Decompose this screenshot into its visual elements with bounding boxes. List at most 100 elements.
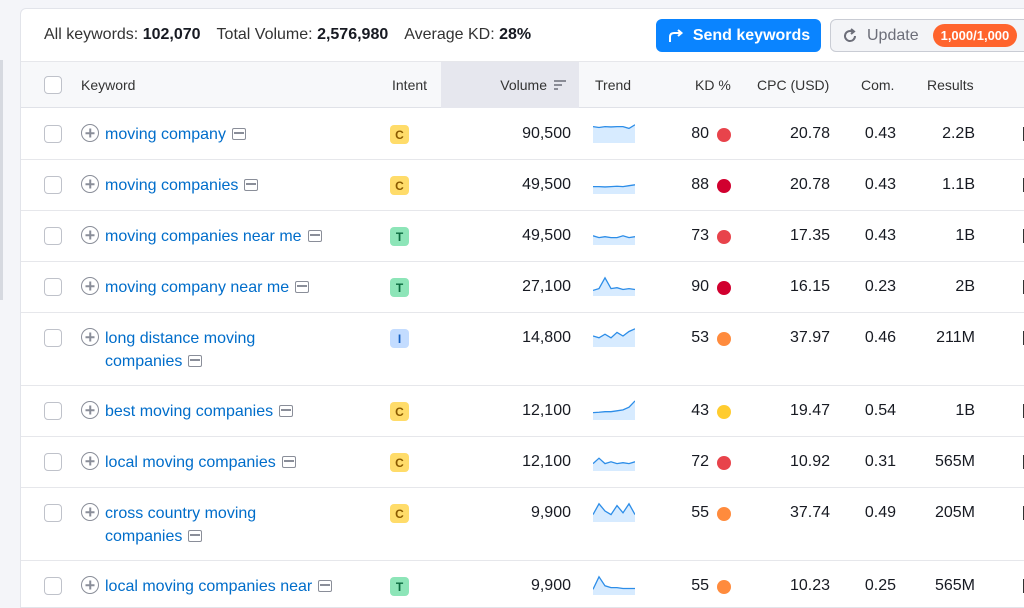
- intent-badge[interactable]: C: [390, 453, 409, 472]
- intent-badge[interactable]: C: [390, 125, 409, 144]
- row-checkbox[interactable]: [44, 176, 62, 194]
- keyword-link[interactable]: local moving companies near: [105, 575, 333, 598]
- serp-features-icon[interactable]: [244, 179, 259, 191]
- kd-difficulty-dot: [717, 128, 731, 142]
- results-value[interactable]: 1B: [955, 402, 975, 419]
- table-row[interactable]: cross country moving companies C 9,900 55 37…: [21, 488, 1024, 561]
- table-row[interactable]: best moving companies C 12,100 43 19.47 0.54 1…: [21, 386, 1024, 437]
- col-volume[interactable]: Volume: [441, 62, 579, 108]
- add-to-list-icon[interactable]: [81, 124, 99, 142]
- keyword-text: local moving companies: [105, 454, 276, 471]
- update-button[interactable]: Update 1,000/1,000: [830, 19, 1024, 52]
- row-checkbox[interactable]: [44, 504, 62, 522]
- results-value[interactable]: 1B: [955, 227, 975, 244]
- add-to-list-icon[interactable]: [81, 401, 99, 419]
- results-value[interactable]: 565M: [934, 453, 975, 470]
- intent-badge[interactable]: I: [390, 329, 409, 348]
- trend-sparkline[interactable]: [593, 223, 635, 245]
- serp-features-icon[interactable]: [318, 580, 333, 592]
- serp-features-icon[interactable]: [188, 355, 203, 367]
- average-kd-label: Average KD:: [404, 26, 495, 43]
- kd-value: 88: [691, 176, 709, 193]
- kd-value: 72: [691, 453, 709, 470]
- col-cpc[interactable]: CPC (USD): [757, 62, 829, 108]
- select-all-checkbox[interactable]: [44, 76, 62, 94]
- row-checkbox[interactable]: [44, 329, 62, 347]
- table-row[interactable]: local moving companies near T 9,900 55 10.23…: [21, 561, 1024, 607]
- add-to-list-icon[interactable]: [81, 328, 99, 346]
- col-intent[interactable]: Intent: [392, 62, 427, 108]
- results-value[interactable]: 211M: [936, 329, 975, 346]
- competition-value: 0.43: [864, 125, 896, 142]
- trend-sparkline[interactable]: [593, 121, 635, 143]
- serp-features-icon[interactable]: [188, 530, 203, 542]
- table-row[interactable]: moving company C 90,500 80 20.78 0.43 2.2B: [21, 109, 1024, 160]
- kd-value: 80: [691, 125, 709, 142]
- cpc-value: 16.15: [789, 278, 830, 295]
- results-value[interactable]: 1.1B: [942, 176, 975, 193]
- table-row[interactable]: long distance moving companies I 14,800 53 3…: [21, 313, 1024, 386]
- send-keywords-button[interactable]: Send keywords: [656, 19, 821, 52]
- col-keyword[interactable]: Keyword: [81, 62, 135, 108]
- col-trend[interactable]: Trend: [595, 62, 631, 108]
- row-checkbox[interactable]: [44, 227, 62, 245]
- kd-value: 55: [691, 504, 709, 521]
- keyword-link[interactable]: moving companies: [105, 174, 259, 197]
- row-checkbox[interactable]: [44, 577, 62, 595]
- keyword-link[interactable]: best moving companies: [105, 400, 294, 423]
- kd-value: 55: [691, 577, 709, 594]
- serp-features-icon[interactable]: [295, 281, 310, 293]
- serp-features-icon[interactable]: [307, 230, 322, 242]
- trend-sparkline[interactable]: [593, 573, 635, 595]
- results-value[interactable]: 565M: [934, 577, 975, 594]
- serp-features-icon[interactable]: [281, 456, 296, 468]
- add-to-list-icon[interactable]: [81, 576, 99, 594]
- trend-sparkline[interactable]: [593, 172, 635, 194]
- volume-value: 49,500: [522, 176, 571, 193]
- keyword-table-panel: All keywords: 102,070 Total Volume: 2,57…: [20, 8, 1024, 608]
- intent-badge[interactable]: T: [390, 278, 409, 297]
- table-row[interactable]: moving company near me T 27,100 90 16.15 0.23…: [21, 262, 1024, 313]
- trend-sparkline[interactable]: [593, 500, 635, 522]
- keyword-link[interactable]: cross country moving companies: [105, 502, 261, 548]
- intent-badge[interactable]: T: [390, 227, 409, 246]
- add-to-list-icon[interactable]: [81, 452, 99, 470]
- row-checkbox[interactable]: [44, 278, 62, 296]
- kd-difficulty-dot: [717, 281, 731, 295]
- serp-features-icon[interactable]: [231, 128, 246, 140]
- results-value[interactable]: 2B: [955, 278, 975, 295]
- col-results[interactable]: Results: [927, 62, 974, 108]
- row-checkbox[interactable]: [44, 453, 62, 471]
- intent-badge[interactable]: C: [390, 504, 409, 523]
- results-value[interactable]: 2.2B: [942, 125, 975, 142]
- trend-sparkline[interactable]: [593, 325, 635, 347]
- serp-features-icon[interactable]: [279, 405, 294, 417]
- total-volume-value: 2,576,980: [317, 26, 389, 43]
- keyword-link[interactable]: long distance moving companies: [105, 327, 261, 373]
- col-kd[interactable]: KD %: [695, 62, 731, 108]
- trend-sparkline[interactable]: [593, 398, 635, 420]
- add-to-list-icon[interactable]: [81, 175, 99, 193]
- row-checkbox[interactable]: [44, 402, 62, 420]
- row-checkbox[interactable]: [44, 125, 62, 143]
- add-to-list-icon[interactable]: [81, 503, 99, 521]
- trend-sparkline[interactable]: [593, 449, 635, 471]
- intent-badge[interactable]: C: [390, 402, 409, 421]
- keyword-link[interactable]: local moving companies: [105, 451, 296, 474]
- add-to-list-icon[interactable]: [81, 226, 99, 244]
- intent-badge[interactable]: T: [390, 577, 409, 596]
- results-value[interactable]: 205M: [934, 504, 975, 521]
- keyword-link[interactable]: moving company: [105, 123, 246, 146]
- col-com[interactable]: Com.: [861, 62, 894, 108]
- intent-badge[interactable]: C: [390, 176, 409, 195]
- competition-value: 0.43: [864, 227, 896, 244]
- add-to-list-icon[interactable]: [81, 277, 99, 295]
- keyword-cell: moving company: [81, 123, 351, 146]
- keyword-link[interactable]: moving companies near me: [105, 225, 322, 248]
- table-row[interactable]: moving companies near me T 49,500 73 17.35 0.…: [21, 211, 1024, 262]
- update-limit-badge: 1,000/1,000: [932, 24, 1018, 47]
- table-row[interactable]: local moving companies C 12,100 72 10.92 0.31…: [21, 437, 1024, 488]
- table-row[interactable]: moving companies C 49,500 88 20.78 0.43 1.1B: [21, 160, 1024, 211]
- keyword-link[interactable]: moving company near me: [105, 276, 310, 299]
- trend-sparkline[interactable]: [593, 274, 635, 296]
